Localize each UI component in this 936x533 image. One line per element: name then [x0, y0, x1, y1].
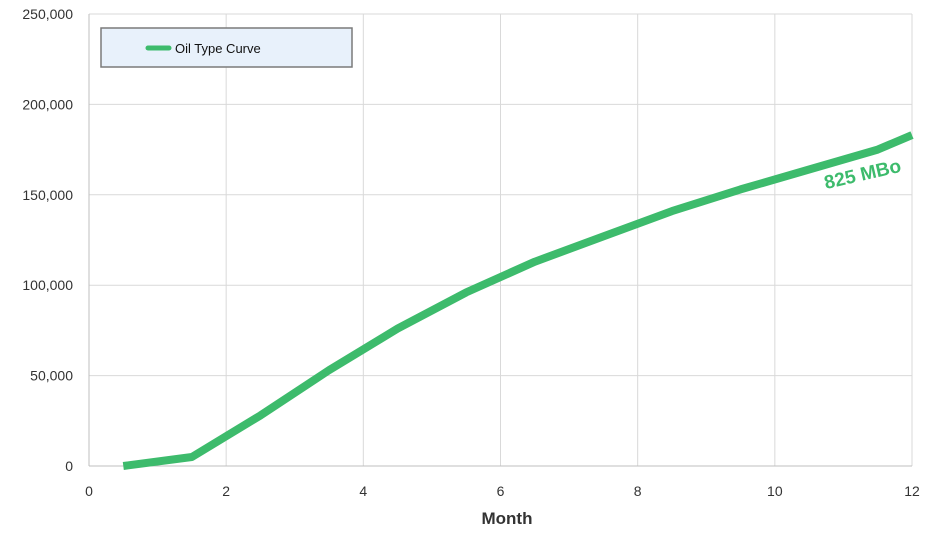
legend-label: Oil Type Curve	[175, 41, 261, 56]
x-tick-label: 8	[634, 483, 642, 499]
legend: Oil Type Curve	[100, 27, 353, 68]
y-tick-label: 250,000	[22, 6, 73, 22]
x-tick-label: 12	[904, 483, 920, 499]
y-tick-label: 100,000	[22, 277, 73, 293]
x-tick-label: 2	[222, 483, 230, 499]
x-tick-label: 0	[85, 483, 93, 499]
x-tick-label: 4	[359, 483, 367, 499]
x-tick-label: 10	[767, 483, 783, 499]
y-tick-label: 150,000	[22, 187, 73, 203]
y-tick-label: 0	[65, 458, 73, 474]
x-axis-label: Month	[482, 509, 533, 528]
series-line-oil-type-curve	[122, 131, 914, 470]
legend-box	[100, 27, 353, 68]
grid	[89, 13, 913, 466]
y-tick-label: 200,000	[22, 96, 73, 112]
y-tick-labels: 0 50,000 100,000 150,000 200,000 250,000	[22, 6, 73, 474]
series-layer	[122, 131, 914, 470]
axes	[88, 14, 912, 467]
x-tick-label: 6	[497, 483, 505, 499]
x-tick-labels: 0 2 4 6 8 10 12	[85, 483, 920, 499]
y-tick-label: 50,000	[30, 368, 73, 384]
